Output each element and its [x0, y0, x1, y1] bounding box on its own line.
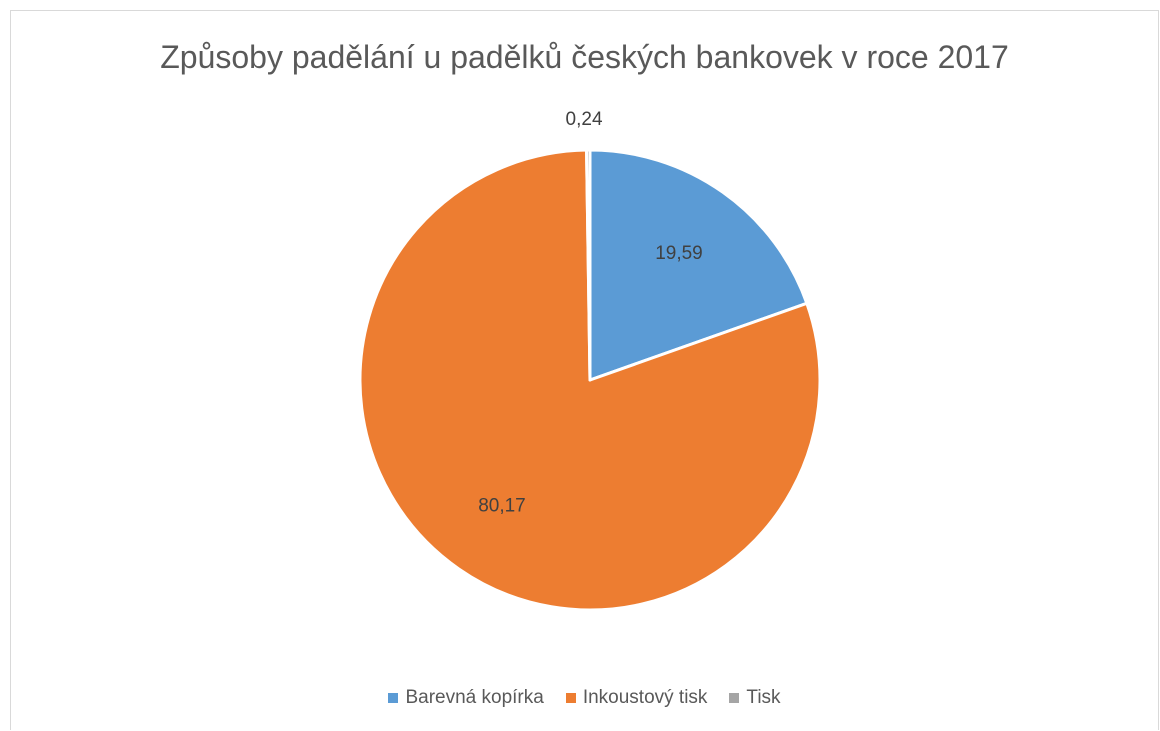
pie-slice-tisk: [585, 148, 592, 382]
legend-swatch-inkoustovy-tisk: [565, 693, 576, 703]
pie-chart: 19,59 80,17 0,24: [358, 109, 822, 612]
legend-item-barevna-kopirka: Barevná kopírka: [388, 687, 544, 709]
legend-label-barevna-kopirka: Barevná kopírka: [405, 687, 544, 708]
legend-label-tisk: Tisk: [746, 687, 781, 708]
chart-frame: Způsoby padělání u padělků českých banko…: [10, 10, 1159, 730]
data-label-inkoustovy-tisk: 80,17: [478, 496, 526, 517]
pie-slice-barevna-kopirka: [588, 148, 809, 382]
legend-swatch-barevna-kopirka: [388, 693, 399, 703]
data-label-tisk: 0,24: [566, 109, 603, 130]
legend-item-tisk: Tisk: [729, 687, 781, 709]
data-label-barevna-kopirka: 19,59: [655, 243, 703, 264]
legend: Barevná kopírka Inkoustový tisk Tisk: [11, 687, 1158, 709]
legend-swatch-tisk: [729, 693, 740, 703]
legend-item-inkoustovy-tisk: Inkoustový tisk: [565, 687, 708, 709]
chart-title: Způsoby padělání u padělků českých banko…: [160, 39, 1009, 75]
legend-label-inkoustovy-tisk: Inkoustový tisk: [582, 687, 708, 708]
